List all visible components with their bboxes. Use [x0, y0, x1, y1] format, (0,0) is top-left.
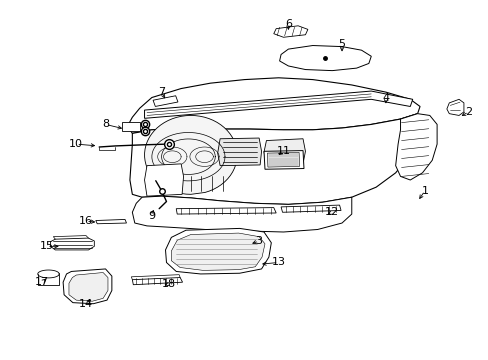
Polygon shape: [132, 278, 182, 285]
Polygon shape: [273, 26, 307, 37]
Text: 4: 4: [382, 93, 388, 103]
Text: 7: 7: [158, 87, 165, 97]
Text: 15: 15: [40, 241, 54, 251]
Polygon shape: [171, 233, 264, 270]
Polygon shape: [165, 228, 271, 274]
Polygon shape: [38, 274, 59, 285]
Polygon shape: [281, 205, 340, 212]
Text: 12: 12: [325, 207, 339, 217]
Polygon shape: [144, 116, 237, 194]
Text: 6: 6: [285, 19, 291, 29]
Text: 3: 3: [255, 236, 262, 246]
Text: 2: 2: [464, 107, 471, 117]
Polygon shape: [63, 269, 112, 304]
Text: 1: 1: [421, 186, 427, 196]
Text: 14: 14: [79, 299, 93, 309]
Polygon shape: [176, 208, 276, 214]
Polygon shape: [144, 91, 412, 118]
Text: 17: 17: [35, 277, 49, 287]
Polygon shape: [264, 139, 305, 165]
Polygon shape: [267, 152, 299, 167]
Text: 5: 5: [338, 39, 345, 49]
Polygon shape: [264, 150, 304, 169]
Polygon shape: [217, 138, 261, 166]
Polygon shape: [153, 96, 178, 107]
Polygon shape: [446, 99, 463, 116]
Text: 16: 16: [79, 216, 93, 226]
Polygon shape: [69, 273, 108, 301]
Polygon shape: [144, 164, 183, 196]
Polygon shape: [130, 114, 419, 204]
Polygon shape: [395, 114, 436, 180]
Text: 8: 8: [102, 120, 109, 129]
Text: 10: 10: [69, 139, 83, 149]
Polygon shape: [96, 220, 126, 224]
Polygon shape: [50, 238, 94, 250]
Text: 11: 11: [276, 146, 290, 156]
Text: 13: 13: [271, 257, 285, 267]
Polygon shape: [279, 45, 370, 71]
Polygon shape: [127, 78, 419, 134]
Polygon shape: [122, 122, 140, 131]
Polygon shape: [132, 196, 351, 232]
Text: 9: 9: [148, 211, 155, 221]
Text: 18: 18: [162, 279, 176, 289]
